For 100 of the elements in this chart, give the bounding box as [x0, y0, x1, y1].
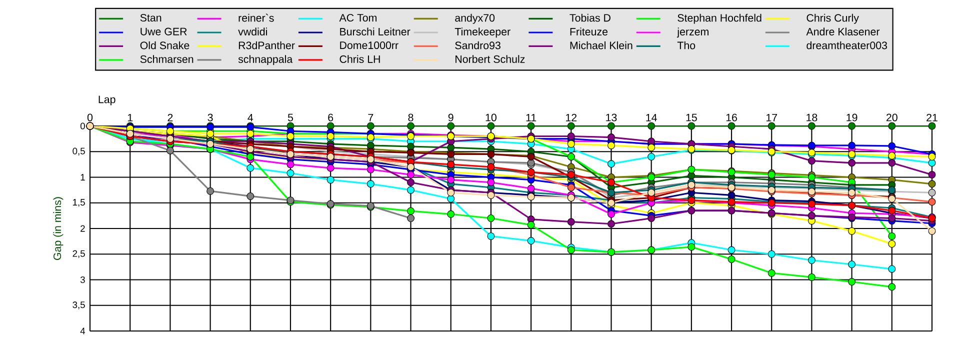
legend-label: Old Snake — [140, 41, 190, 50]
x-tick-label: 6 — [328, 114, 334, 122]
point — [688, 243, 696, 251]
point — [567, 170, 575, 178]
point — [608, 122, 615, 130]
y-tick-label: 3 — [80, 276, 85, 284]
legend-label: andyx70 — [455, 14, 495, 24]
point — [888, 240, 896, 248]
y-tick-label: 3,5 — [72, 302, 85, 310]
legend-label: Timekeeper — [454, 28, 510, 38]
point — [928, 188, 936, 196]
legend-label: Uwe GER — [140, 28, 187, 36]
x-tick-label: 2 — [168, 114, 173, 122]
point — [366, 142, 374, 150]
x-tick-label: 4 — [248, 114, 254, 122]
point — [366, 122, 374, 130]
point — [728, 246, 736, 254]
legend-label: vwdidi — [238, 28, 267, 36]
point — [567, 246, 575, 254]
point — [326, 176, 334, 184]
point — [808, 157, 816, 165]
point — [608, 134, 615, 142]
legend-label: Andre Klasener — [806, 28, 880, 36]
point — [768, 269, 776, 277]
legend-label: dreamtheater003 — [806, 41, 887, 50]
point — [366, 166, 374, 174]
legend-label: Stan — [140, 14, 162, 22]
point — [447, 210, 455, 218]
x-tick-label: 12 — [566, 114, 577, 122]
point — [447, 195, 455, 203]
point — [888, 265, 896, 273]
x-tick-label: 17 — [766, 114, 778, 122]
legend-label: Schmarsen — [140, 55, 194, 63]
point — [567, 132, 575, 140]
y-tick-label: 1 — [80, 174, 85, 180]
point — [728, 256, 736, 263]
y-tick-label: 2 — [80, 225, 85, 232]
point — [447, 176, 455, 184]
y-tick-label: 4 — [80, 328, 86, 334]
point — [648, 138, 656, 146]
point — [487, 191, 495, 199]
legend-label: Sandro93 — [455, 41, 500, 50]
point — [407, 122, 415, 130]
legend-label: reiner`s — [238, 14, 274, 22]
point — [768, 250, 776, 258]
point — [928, 122, 936, 130]
legend-label: schnappala — [238, 55, 293, 66]
point — [728, 122, 736, 130]
point — [246, 130, 254, 138]
legend-label: Norbert Schulz — [456, 55, 525, 63]
x-tick-label: 3 — [208, 114, 213, 122]
point — [246, 153, 254, 160]
point — [206, 130, 214, 138]
y-tick-label: 2,5 — [72, 250, 85, 258]
point — [928, 159, 936, 167]
x-tick-label: 1 — [128, 114, 133, 122]
point — [286, 132, 294, 140]
y-tick-label: 1,5 — [73, 199, 85, 207]
point — [286, 160, 294, 168]
x-axis-title: Lap — [98, 96, 116, 106]
x-tick-label: 20 — [886, 114, 898, 122]
point — [888, 142, 896, 150]
x-tick-label: 15 — [686, 114, 697, 122]
legend-label: AC Tom — [339, 14, 376, 22]
legend-label: Tho — [677, 41, 696, 50]
point — [527, 221, 535, 229]
legend-label: Chris Curly — [806, 14, 859, 24]
point — [608, 142, 615, 150]
x-tick-label: 10 — [486, 114, 496, 122]
point — [888, 159, 896, 167]
point — [648, 122, 656, 130]
point — [527, 184, 535, 192]
point — [447, 122, 455, 130]
point — [888, 122, 896, 130]
point — [928, 198, 936, 206]
point — [848, 260, 856, 268]
x-tick-label: 9 — [448, 114, 454, 122]
point — [166, 146, 174, 154]
point — [487, 214, 495, 222]
point — [768, 122, 776, 130]
point — [608, 160, 615, 168]
legend-label: jerzem — [676, 28, 708, 38]
point — [407, 207, 415, 215]
x-tick-label: 19 — [846, 114, 858, 122]
x-tick-label: 7 — [368, 114, 374, 122]
point — [206, 187, 214, 195]
point — [326, 122, 334, 130]
point — [928, 170, 936, 178]
point — [888, 214, 896, 222]
point — [407, 214, 415, 222]
point — [407, 142, 415, 150]
point — [286, 169, 294, 177]
point — [366, 180, 374, 188]
point — [608, 220, 615, 228]
point — [808, 256, 816, 264]
point — [527, 122, 535, 130]
point — [928, 227, 936, 235]
point — [407, 170, 415, 178]
point — [407, 186, 415, 194]
y-axis-title: Gap (in mins) — [53, 197, 64, 260]
